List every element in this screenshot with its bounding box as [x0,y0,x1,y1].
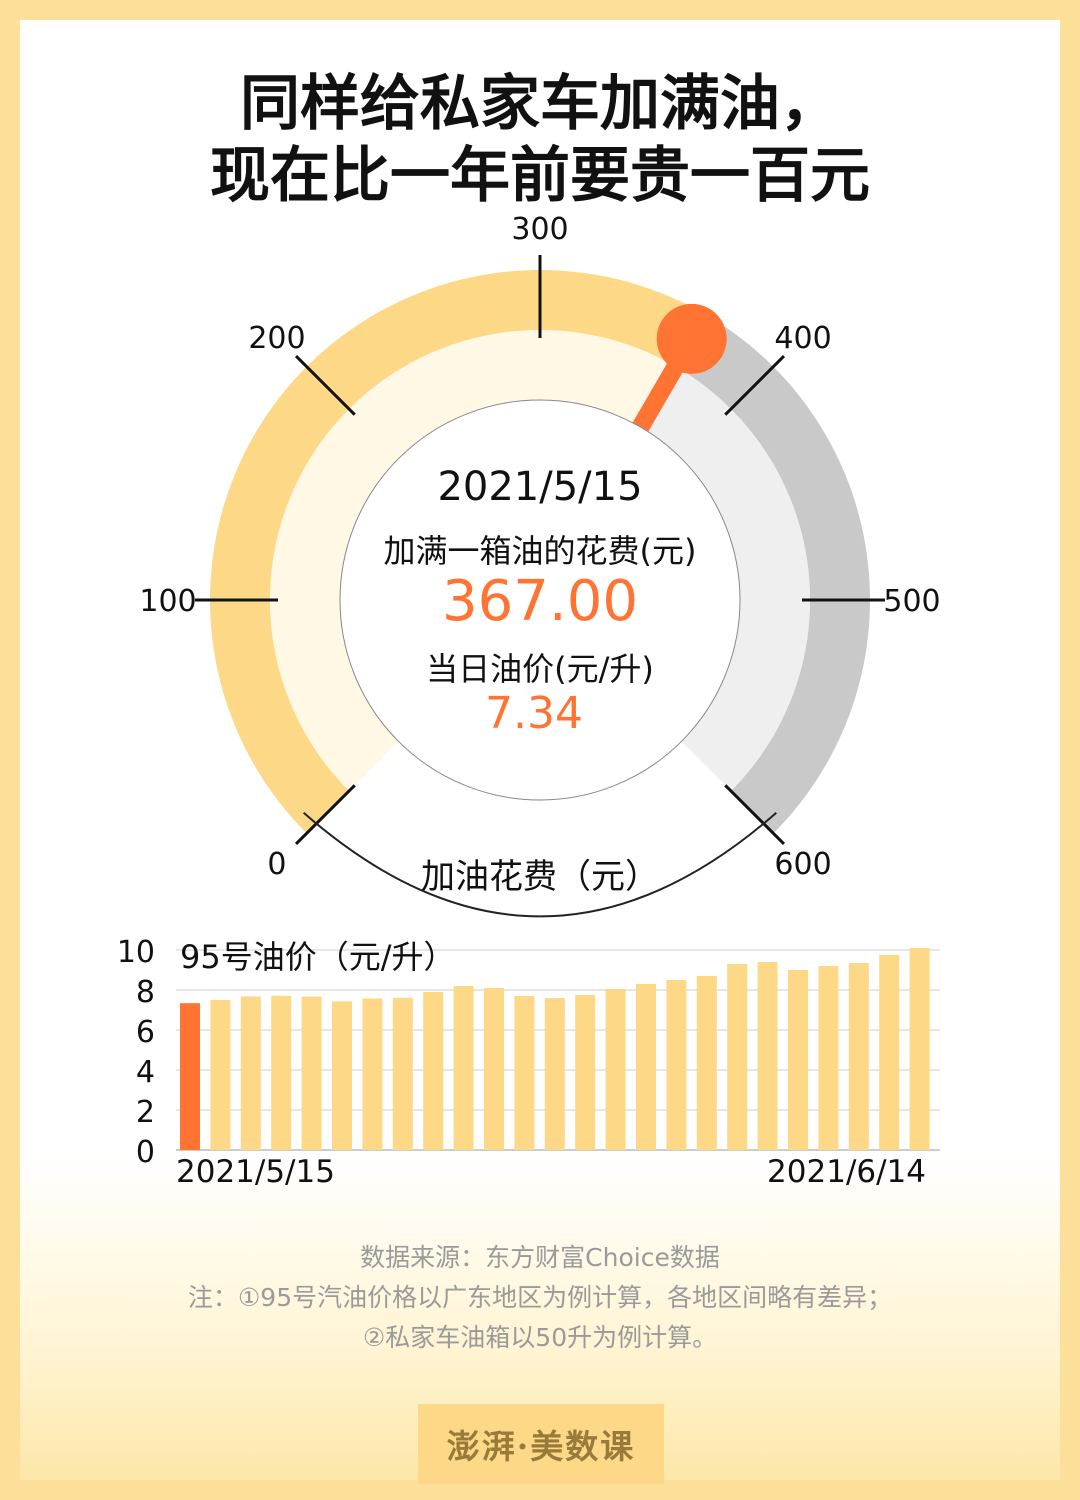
bar [788,970,808,1150]
gauge-tick-label: 0 [267,847,286,882]
gauge-needle-knob [656,303,727,374]
x-start-label: 2021/5/15 [176,1154,335,1190]
gauge-ticks: 0 100 200 300 400 500 600 [139,212,940,882]
y-tick-label: 8 [136,975,155,1010]
bar [696,976,717,1150]
note-2: ②私家车油箱以50升为例计算。 [362,1323,718,1352]
title-line-1: 同样给私家车加满油， [240,69,840,139]
notes: 数据来源：东方财富Choice数据 注：①95号汽油价格以广东地区为例计算，各地… [0,1238,1080,1358]
brand-logo-text: 澎湃·美数课 [446,1427,636,1466]
gauge-tick-mark [294,354,356,416]
gauge-arcs [210,270,870,834]
note-1: 注：①95号汽油价格以广东地区为例计算，各地区间略有差异； [187,1283,893,1312]
y-tick-label: 6 [136,1015,155,1050]
cost-gauge: 0 100 200 300 400 500 600 加油花费（元） 2021/5/15 加满… [139,212,941,918]
bar [271,995,292,1150]
gauge-tick-mark [724,784,786,846]
data-source: 数据来源：东方财富Choice数据 [360,1243,720,1272]
price-bar-chart: 0 2 4 6 8 10 95号油价（元/升） 2021/5/15 2021/6/14 [117,935,940,1190]
y-tick-label: 2 [136,1095,155,1130]
gauge-price-value: 7.34 [485,688,583,739]
gauge-axis-label: 加油花费（元） [421,857,659,897]
bar [514,996,535,1150]
gauge-axis-curve [303,812,777,918]
gauge-filled-inner-arc [269,330,676,791]
bar [666,980,687,1150]
gauge-tick-mark [294,784,356,846]
gauge-tick-label: 300 [511,212,568,247]
bar [605,989,626,1150]
bar [909,948,930,1150]
y-tick-label: 10 [117,935,155,970]
bar [392,997,413,1150]
gauge-cost-label: 加满一箱油的花费(元) [384,532,697,570]
brand-logo: 澎湃·美数课 [418,1404,664,1484]
bar [848,963,869,1150]
gauge-tick-mark [724,354,786,416]
gauge-filled-outer-arc [210,270,706,834]
bar [240,996,261,1150]
gauge-price-label: 当日油价(元/升) [426,650,654,688]
bar [544,998,565,1150]
x-end-label: 2021/6/14 [767,1154,926,1190]
gauge-tick-label: 600 [774,847,831,882]
bar [818,966,839,1150]
bar [757,962,778,1150]
gauge-center-disc [339,399,741,801]
bar [453,986,474,1150]
bar [636,984,656,1150]
gauge-cost-value: 367.00 [442,569,638,634]
gauge-tick-label: 500 [883,584,940,619]
bar [879,955,900,1150]
bar [575,995,596,1150]
bar [362,998,383,1150]
gauge-remaining-outer-arc [675,314,870,834]
gauge-tick-label: 400 [774,321,831,356]
gauge-remaining-inner-arc [640,366,810,791]
bar [484,988,504,1150]
bar-chart-y-ticks: 0 2 4 6 8 10 [117,935,155,1170]
y-tick-label: 0 [136,1135,155,1170]
bar-highlight [180,1003,200,1150]
bar [210,1000,231,1150]
gauge-tick-label: 100 [139,584,196,619]
gauge-date: 2021/5/15 [437,464,642,510]
y-tick-label: 4 [136,1055,155,1090]
gauge-tick-label: 200 [248,321,305,356]
bar-chart-title: 95号油价（元/升） [180,938,456,976]
page-title: 同样给私家车加满油， 现在比一年前要贵一百元 [0,68,1080,212]
bar [301,996,322,1150]
bar-chart-bars [180,948,930,1150]
bar [332,1001,352,1150]
gauge-needle [626,303,727,445]
title-line-2: 现在比一年前要贵一百元 [210,141,870,211]
bar [727,964,748,1150]
bar [423,992,444,1150]
